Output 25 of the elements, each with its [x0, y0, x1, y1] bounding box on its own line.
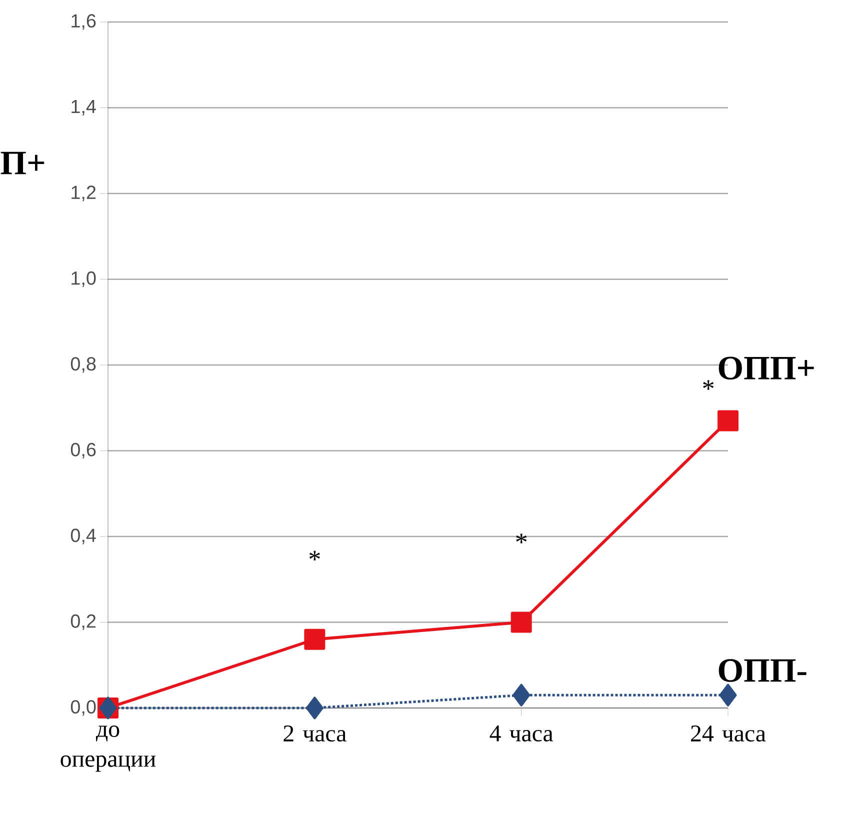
- y-tick-label: 0,0: [70, 700, 96, 716]
- y-tick-label: 0,8: [70, 357, 96, 373]
- x-tick-label: 24 часа: [691, 726, 766, 742]
- y-tick-label: 1,4: [72, 100, 96, 116]
- x-tick-label: 4 часа: [490, 726, 554, 742]
- y-tick-label: 1,2: [72, 186, 96, 202]
- text: П+: [0, 152, 44, 174]
- point: [304, 628, 326, 650]
- series-label: ОПП-: [718, 659, 806, 682]
- point: [306, 696, 324, 720]
- y-tick-label: 0,2: [70, 614, 96, 630]
- annotation: *: [516, 534, 527, 544]
- x-tick-label: 2 часа: [284, 726, 346, 742]
- point: [512, 684, 530, 706]
- series-label: ОПП+: [718, 356, 814, 380]
- annotation: *: [703, 380, 714, 390]
- x-tick-label: до операции: [60, 726, 156, 772]
- y-tick-label: 1,0: [72, 271, 96, 288]
- point: [718, 410, 739, 432]
- y-tick-label: 1,6: [72, 14, 96, 30]
- annotation: *: [309, 550, 320, 560]
- point: [719, 684, 737, 706]
- y-tick-label: 0,6: [70, 442, 96, 459]
- y-tick-label: 0,4: [70, 528, 96, 544]
- point: [510, 612, 532, 633]
